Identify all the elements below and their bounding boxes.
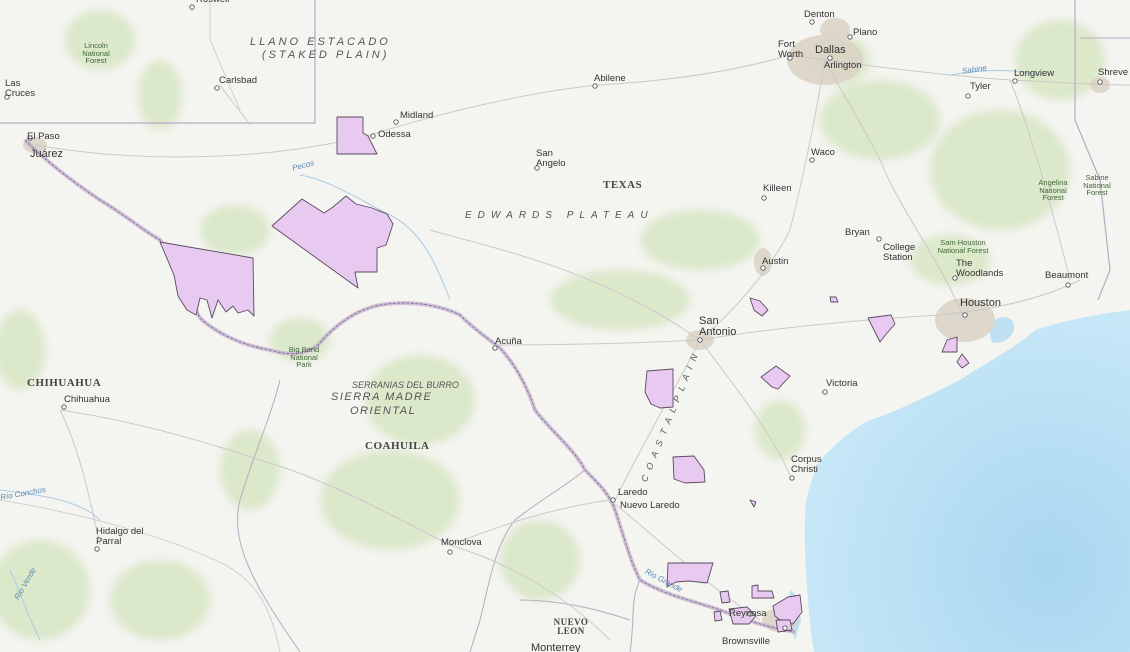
city-bryan: Bryan bbox=[845, 227, 870, 238]
city-tyler: Tyler bbox=[970, 81, 991, 92]
city-acuna: Acuña bbox=[495, 336, 522, 347]
city-juarez: Juárez bbox=[30, 148, 64, 160]
region-serranias-del-burro: SERRANIAS DEL BURRO bbox=[352, 380, 459, 390]
region-sierra-madre: SIERRA MADRE bbox=[331, 391, 433, 403]
city-corpus-christi: Corpus Christi bbox=[791, 454, 822, 475]
city-denton: Denton bbox=[804, 9, 835, 20]
city-markers bbox=[4, 4, 1103, 631]
city-hidalgo-del-parral: Hidalgo del Parral bbox=[96, 526, 144, 547]
city-roswell: Roswell bbox=[196, 0, 229, 5]
state-chihuahua: CHIHUAHUA bbox=[27, 377, 102, 389]
gulf-of-mexico bbox=[804, 310, 1130, 652]
area-small-1 bbox=[829, 296, 839, 303]
area-hidalgo-a bbox=[751, 584, 775, 599]
city-nuevo-laredo: Nuevo Laredo bbox=[620, 500, 680, 511]
area-cameron bbox=[772, 594, 803, 625]
area-bexar-east bbox=[749, 297, 769, 317]
area-reynosa bbox=[728, 606, 757, 625]
city-the-woodlands: The Woodlands bbox=[956, 258, 1004, 279]
city-dallas: Dallas bbox=[815, 44, 846, 56]
state-nuevo-leon: NUEVO LEON bbox=[553, 617, 589, 636]
city-odessa: Odessa bbox=[378, 129, 411, 140]
region-llano-estacado: LLANO ESTACADO bbox=[250, 36, 391, 48]
region-oriental: ORIENTAL bbox=[350, 405, 417, 417]
area-fort-bend bbox=[867, 314, 896, 343]
city-carlsbad: Carlsbad bbox=[219, 75, 258, 86]
park-big-bend-np: Big Bend National Park bbox=[288, 345, 320, 369]
park-sabine-nf: Sabine National Forest bbox=[1083, 173, 1111, 197]
highlighted-areas bbox=[159, 116, 970, 633]
city-las-cruces: Las Cruces bbox=[5, 78, 36, 99]
area-ector bbox=[336, 116, 378, 155]
city-fort-worth: Fort Worth bbox=[778, 39, 804, 60]
roads-layer bbox=[34, 54, 1130, 641]
park-sam-houston-nf: Sam Houston National Forest bbox=[937, 238, 989, 255]
area-duval bbox=[672, 455, 706, 484]
region-staked-plain: (STAKED PLAIN) bbox=[262, 49, 390, 61]
city-brownsville: Brownsville bbox=[722, 636, 771, 647]
city-longview: Longview bbox=[1014, 68, 1055, 79]
city-arlington: Arlington bbox=[824, 60, 862, 71]
area-hidalgo-b bbox=[719, 590, 731, 604]
city-el-paso: El Paso bbox=[27, 131, 60, 142]
area-harris-sw bbox=[941, 336, 958, 353]
rivers-layer bbox=[0, 70, 1041, 641]
area-starr bbox=[666, 562, 714, 588]
state-coahuila: COAHUILA bbox=[365, 440, 430, 452]
area-small-2 bbox=[749, 499, 757, 508]
galveston-bay bbox=[990, 317, 1015, 343]
city-midland: Midland bbox=[400, 110, 434, 121]
city-college-station: College Station bbox=[883, 242, 916, 263]
city-shreveport: Shreve bbox=[1098, 67, 1129, 78]
vegetation-layer bbox=[0, 10, 1105, 640]
area-pecos-reeves bbox=[271, 195, 394, 289]
city-beaumont: Beaumont bbox=[1045, 270, 1089, 281]
city-chihuahua: Chihuahua bbox=[64, 394, 110, 405]
area-presidio bbox=[159, 241, 255, 319]
city-san-antonio: San Antonio bbox=[699, 315, 737, 338]
city-laredo: Laredo bbox=[618, 487, 648, 498]
area-goliad bbox=[760, 365, 791, 390]
park-angelina-nf: Angelina National Forest bbox=[1038, 178, 1068, 202]
city-abilene: Abilene bbox=[594, 73, 626, 84]
city-victoria: Victoria bbox=[826, 378, 858, 389]
city-killeen: Killeen bbox=[763, 183, 792, 194]
area-harris-se bbox=[956, 353, 970, 369]
park-lincoln-nf: Lincoln National Forest bbox=[82, 41, 110, 65]
city-austin: Austin bbox=[762, 256, 789, 267]
area-dimmit bbox=[644, 368, 674, 409]
city-houston: Houston bbox=[960, 297, 1001, 309]
city-monclova: Monclova bbox=[441, 537, 482, 548]
area-small-3 bbox=[713, 610, 723, 622]
region-edwards-plateau: EDWARDS PLATEAU bbox=[465, 210, 654, 221]
city-plano: Plano bbox=[853, 27, 878, 38]
city-waco: Waco bbox=[811, 147, 835, 158]
city-monterrey: Monterrey bbox=[531, 642, 581, 652]
city-reynosa: Reynosa bbox=[729, 608, 767, 619]
state-texas: TEXAS bbox=[603, 179, 643, 191]
city-san-angelo: San Angelo bbox=[536, 148, 566, 169]
